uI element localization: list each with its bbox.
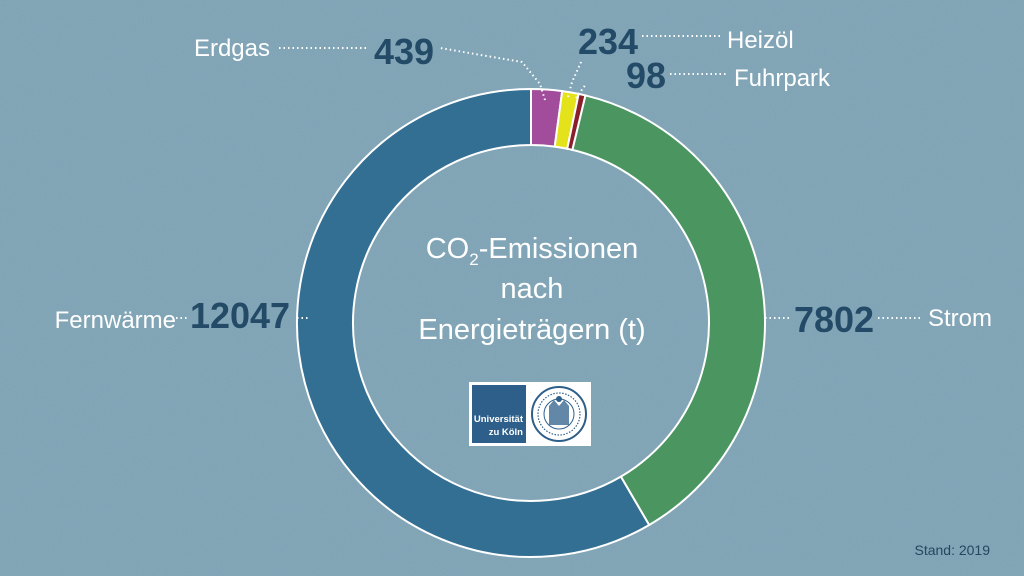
value-label-strom: 7802	[794, 299, 874, 340]
name-label-heizöl: Heizöl	[727, 27, 794, 54]
seal-icon	[531, 386, 587, 442]
value-label-erdgas: 439	[374, 31, 434, 72]
leader-erdgas	[439, 47, 546, 101]
chart-title-sub: 2	[469, 250, 478, 269]
chart-title-line-2: nach	[501, 273, 564, 305]
leader-lines	[176, 35, 922, 319]
name-label-strom: Strom	[928, 305, 992, 332]
footnote: Stand: 2019	[914, 542, 990, 558]
logo-line-1: Universität	[474, 414, 524, 425]
value-label-fernwärme: 12047	[190, 295, 290, 336]
chart-title-pre: CO	[426, 233, 470, 265]
slice-strom	[571, 94, 766, 527]
name-label-fernwärme: Fernwärme	[55, 307, 176, 334]
value-label-fuhrpark: 98	[626, 55, 666, 96]
name-label-fuhrpark: Fuhrpark	[734, 65, 831, 92]
donut-slices	[296, 87, 766, 558]
value-label-heizöl: 234	[578, 21, 638, 62]
slice-labels: 439 Erdgas 234 Heizöl 98 Fuhrpark 7802 Strom 120…	[55, 21, 992, 340]
name-label-erdgas: Erdgas	[194, 35, 270, 62]
chart-title: CO2-Emissionen	[426, 233, 639, 269]
logo-line-2: zu Köln	[489, 427, 523, 438]
leader-fuhrpark	[575, 83, 587, 99]
university-logo: Universität zu Köln	[469, 382, 591, 446]
chart-title-post: -Emissionen	[479, 233, 639, 265]
leader-heizöl	[567, 59, 583, 98]
slice-fernwärme	[296, 87, 651, 558]
chart-title-line-3: Energieträgern (t)	[418, 314, 645, 346]
logo-wordmark-box	[472, 385, 526, 443]
